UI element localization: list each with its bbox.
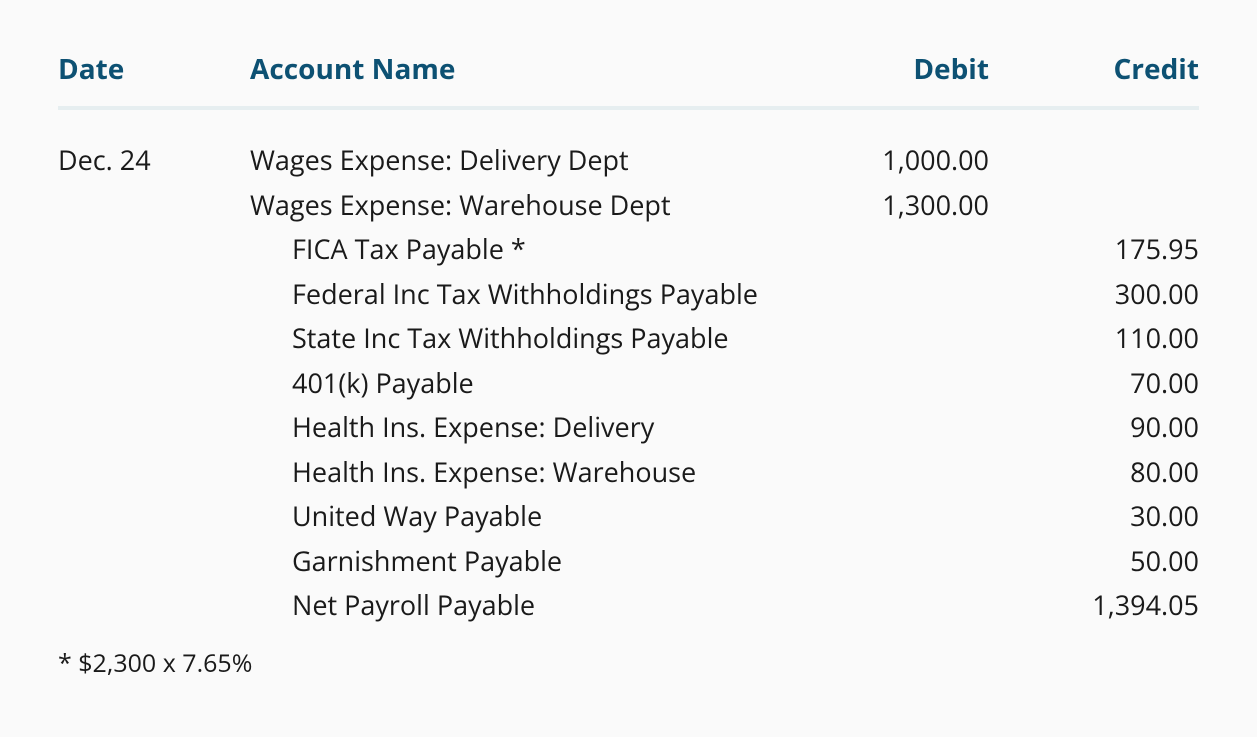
table-row: Health Ins. Expense: Delivery 90.00 bbox=[58, 405, 1199, 450]
date-cell bbox=[58, 583, 250, 628]
account-cell: Wages Expense: Warehouse Dept bbox=[250, 183, 819, 228]
account-cell: Wages Expense: Delivery Dept bbox=[250, 138, 819, 183]
debit-cell bbox=[819, 494, 1019, 539]
credit-cell: 175.95 bbox=[1019, 227, 1199, 272]
table-row: Health Ins. Expense: Warehouse 80.00 bbox=[58, 450, 1199, 495]
account-cell: Health Ins. Expense: Warehouse bbox=[250, 450, 819, 495]
credit-cell: 1,394.05 bbox=[1019, 583, 1199, 628]
debit-cell bbox=[819, 361, 1019, 406]
date-cell bbox=[58, 183, 250, 228]
credit-cell: 30.00 bbox=[1019, 494, 1199, 539]
header-credit: Credit bbox=[1019, 50, 1199, 88]
footnote: * $2,300 x 7.65% bbox=[58, 628, 1199, 680]
credit-cell: 90.00 bbox=[1019, 405, 1199, 450]
account-cell: Garnishment Payable bbox=[250, 539, 819, 584]
table-row: Dec. 24Wages Expense: Delivery Dept1,000… bbox=[58, 138, 1199, 183]
account-cell: Federal Inc Tax Withholdings Payable bbox=[250, 272, 819, 317]
account-cell: FICA Tax Payable * bbox=[250, 227, 819, 272]
debit-cell bbox=[819, 405, 1019, 450]
credit-cell: 50.00 bbox=[1019, 539, 1199, 584]
debit-cell bbox=[819, 450, 1019, 495]
date-cell: Dec. 24 bbox=[58, 138, 250, 183]
table-row: Net Payroll Payable 1,394.05 bbox=[58, 583, 1199, 628]
date-cell bbox=[58, 272, 250, 317]
date-cell bbox=[58, 539, 250, 584]
table-row: Federal Inc Tax Withholdings Payable 300.… bbox=[58, 272, 1199, 317]
date-cell bbox=[58, 361, 250, 406]
account-cell: United Way Payable bbox=[250, 494, 819, 539]
table-header-row: Date Account Name Debit Credit bbox=[58, 50, 1199, 110]
journal-entry-table: Date Account Name Debit Credit Dec. 24Wa… bbox=[58, 50, 1199, 628]
table-row: Garnishment Payable 50.00 bbox=[58, 539, 1199, 584]
table-row: State Inc Tax Withholdings Payable 110.00 bbox=[58, 316, 1199, 361]
date-cell bbox=[58, 494, 250, 539]
credit-cell: 110.00 bbox=[1019, 316, 1199, 361]
account-cell: State Inc Tax Withholdings Payable bbox=[250, 316, 819, 361]
date-cell bbox=[58, 316, 250, 361]
account-cell: Net Payroll Payable bbox=[250, 583, 819, 628]
debit-cell: 1,300.00 bbox=[819, 183, 1019, 228]
date-cell bbox=[58, 450, 250, 495]
credit-cell bbox=[1019, 138, 1199, 183]
account-cell: 401(k) Payable bbox=[250, 361, 819, 406]
date-cell bbox=[58, 405, 250, 450]
table-body: Dec. 24Wages Expense: Delivery Dept1,000… bbox=[58, 110, 1199, 628]
header-debit: Debit bbox=[819, 50, 1019, 88]
credit-cell: 300.00 bbox=[1019, 272, 1199, 317]
credit-cell bbox=[1019, 183, 1199, 228]
debit-cell bbox=[819, 316, 1019, 361]
header-date: Date bbox=[58, 50, 250, 88]
account-cell: Health Ins. Expense: Delivery bbox=[250, 405, 819, 450]
credit-cell: 80.00 bbox=[1019, 450, 1199, 495]
table-row: Wages Expense: Warehouse Dept1,300.00 bbox=[58, 183, 1199, 228]
debit-cell bbox=[819, 272, 1019, 317]
date-cell bbox=[58, 227, 250, 272]
table-row: 401(k) Payable 70.00 bbox=[58, 361, 1199, 406]
debit-cell bbox=[819, 583, 1019, 628]
table-row: FICA Tax Payable * 175.95 bbox=[58, 227, 1199, 272]
debit-cell bbox=[819, 539, 1019, 584]
debit-cell: 1,000.00 bbox=[819, 138, 1019, 183]
header-account: Account Name bbox=[250, 50, 819, 88]
table-row: United Way Payable 30.00 bbox=[58, 494, 1199, 539]
debit-cell bbox=[819, 227, 1019, 272]
credit-cell: 70.00 bbox=[1019, 361, 1199, 406]
